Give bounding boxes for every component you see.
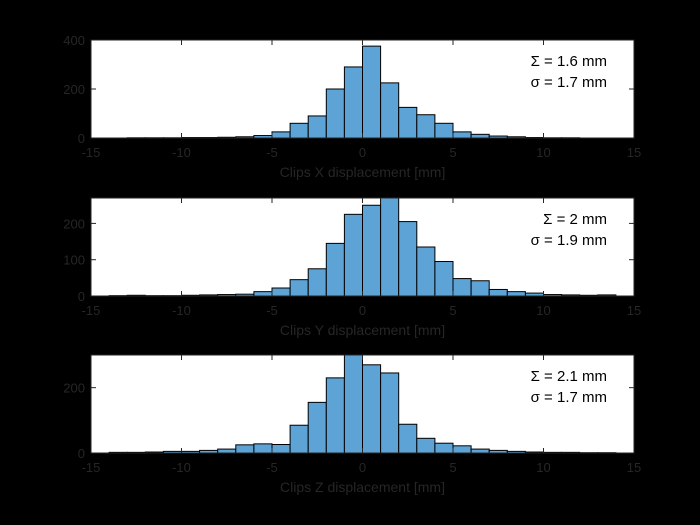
histogram-bar <box>271 287 291 297</box>
axes-frame: -15 -10 -5 0 5 10 15 0 200 <box>63 354 641 475</box>
histogram-bar <box>416 114 436 139</box>
x-axis-label: Clips Z displacement [mm] <box>280 479 445 495</box>
histogram-bar <box>380 372 400 454</box>
x-tick-label: -15 <box>82 460 101 475</box>
sigma-std-annotation: σ = 1.7 mm <box>531 74 607 91</box>
y-tick-label: 400 <box>63 33 85 48</box>
x-tick-label: 15 <box>627 460 641 475</box>
histogram-bar <box>289 424 309 454</box>
x-tick-label: 0 <box>359 303 366 318</box>
histogram-bar <box>343 213 363 297</box>
panel-y-displacement: -15 -10 -5 0 5 10 15 0 100 200 Clips Y displaceme… <box>63 197 641 338</box>
histogram-bar <box>325 242 345 297</box>
histogram-bar <box>253 291 273 297</box>
y-tick-label: 0 <box>78 289 85 304</box>
histogram-bar <box>253 443 273 454</box>
x-tick-label: 0 <box>359 145 366 160</box>
histogram-bar <box>416 246 436 297</box>
sigma-std-annotation: σ = 1.9 mm <box>531 232 607 249</box>
panel-z-displacement: -15 -10 -5 0 5 10 15 0 200 Clips Z displacement … <box>63 354 641 495</box>
x-tick-label: 5 <box>449 460 456 475</box>
histogram-bar <box>488 288 508 297</box>
histogram-bar <box>362 204 382 297</box>
histogram-bar <box>271 131 291 139</box>
histogram-bar <box>434 261 454 297</box>
y-tick-label: 0 <box>78 131 85 146</box>
histogram-bar <box>470 133 490 139</box>
histogram-bar <box>380 197 400 297</box>
histogram-bar <box>380 82 400 139</box>
x-axis-label: Clips X displacement [mm] <box>280 164 446 180</box>
sigma-total-annotation: Σ = 2.1 mm <box>531 368 607 385</box>
histogram-bar <box>470 448 490 454</box>
histogram-bar <box>217 448 237 454</box>
x-tick-label: -10 <box>172 460 191 475</box>
histogram-bar <box>362 364 382 454</box>
x-tick-label: -5 <box>266 460 278 475</box>
histogram-bar <box>506 291 526 297</box>
x-tick-label: -15 <box>82 303 101 318</box>
histogram-bar <box>325 377 345 454</box>
histogram-bar <box>398 106 418 139</box>
histogram-bar <box>289 122 309 139</box>
histogram-bar <box>289 279 309 297</box>
histogram-bar <box>434 442 454 454</box>
histogram-bar <box>307 115 327 139</box>
axes-frame: -15 -10 -5 0 5 10 15 0 200 400 <box>63 33 641 160</box>
histogram-bar <box>271 444 291 454</box>
histogram-bar <box>307 401 327 454</box>
histogram-bar <box>362 45 382 139</box>
histogram-bar <box>398 423 418 454</box>
histogram-bar <box>470 280 490 297</box>
x-tick-label: 5 <box>449 145 456 160</box>
histogram-bar <box>343 66 363 139</box>
x-tick-label: 15 <box>627 303 641 318</box>
y-tick-label: 100 <box>63 253 85 268</box>
x-tick-label: 10 <box>536 145 550 160</box>
histogram-bar <box>307 268 327 297</box>
histogram-bar <box>434 122 454 139</box>
histogram-bar <box>325 88 345 139</box>
x-tick-label: 0 <box>359 460 366 475</box>
histogram-bar <box>416 437 436 454</box>
x-tick-label: -15 <box>82 145 101 160</box>
x-tick-label: 10 <box>536 303 550 318</box>
x-tick-label: 15 <box>627 145 641 160</box>
histogram-bar <box>398 221 418 297</box>
sigma-total-annotation: Σ = 1.6 mm <box>531 53 607 70</box>
histogram-bar <box>452 278 472 297</box>
y-tick-label: 0 <box>78 446 85 461</box>
x-tick-label: -5 <box>266 303 278 318</box>
x-axis-label: Clips Y displacement [mm] <box>280 322 445 338</box>
y-tick-label: 200 <box>63 82 85 97</box>
histogram-bar <box>343 354 363 454</box>
y-tick-label: 200 <box>63 381 85 396</box>
y-tick-label: 200 <box>63 216 85 231</box>
x-tick-label: -10 <box>172 303 191 318</box>
histogram-bar <box>452 445 472 454</box>
histogram-bar <box>235 444 255 454</box>
x-tick-label: 10 <box>536 460 550 475</box>
x-tick-label: -10 <box>172 145 191 160</box>
histogram-bar <box>452 131 472 139</box>
panel-x-displacement: -15 -10 -5 0 5 10 15 0 200 400 Clips X displaceme… <box>63 33 641 180</box>
sigma-total-annotation: Σ = 2 mm <box>543 211 607 228</box>
x-tick-label: 5 <box>449 303 456 318</box>
x-tick-label: -5 <box>266 145 278 160</box>
axes-frame: -15 -10 -5 0 5 10 15 0 100 200 <box>63 197 641 318</box>
sigma-std-annotation: σ = 1.7 mm <box>531 389 607 406</box>
